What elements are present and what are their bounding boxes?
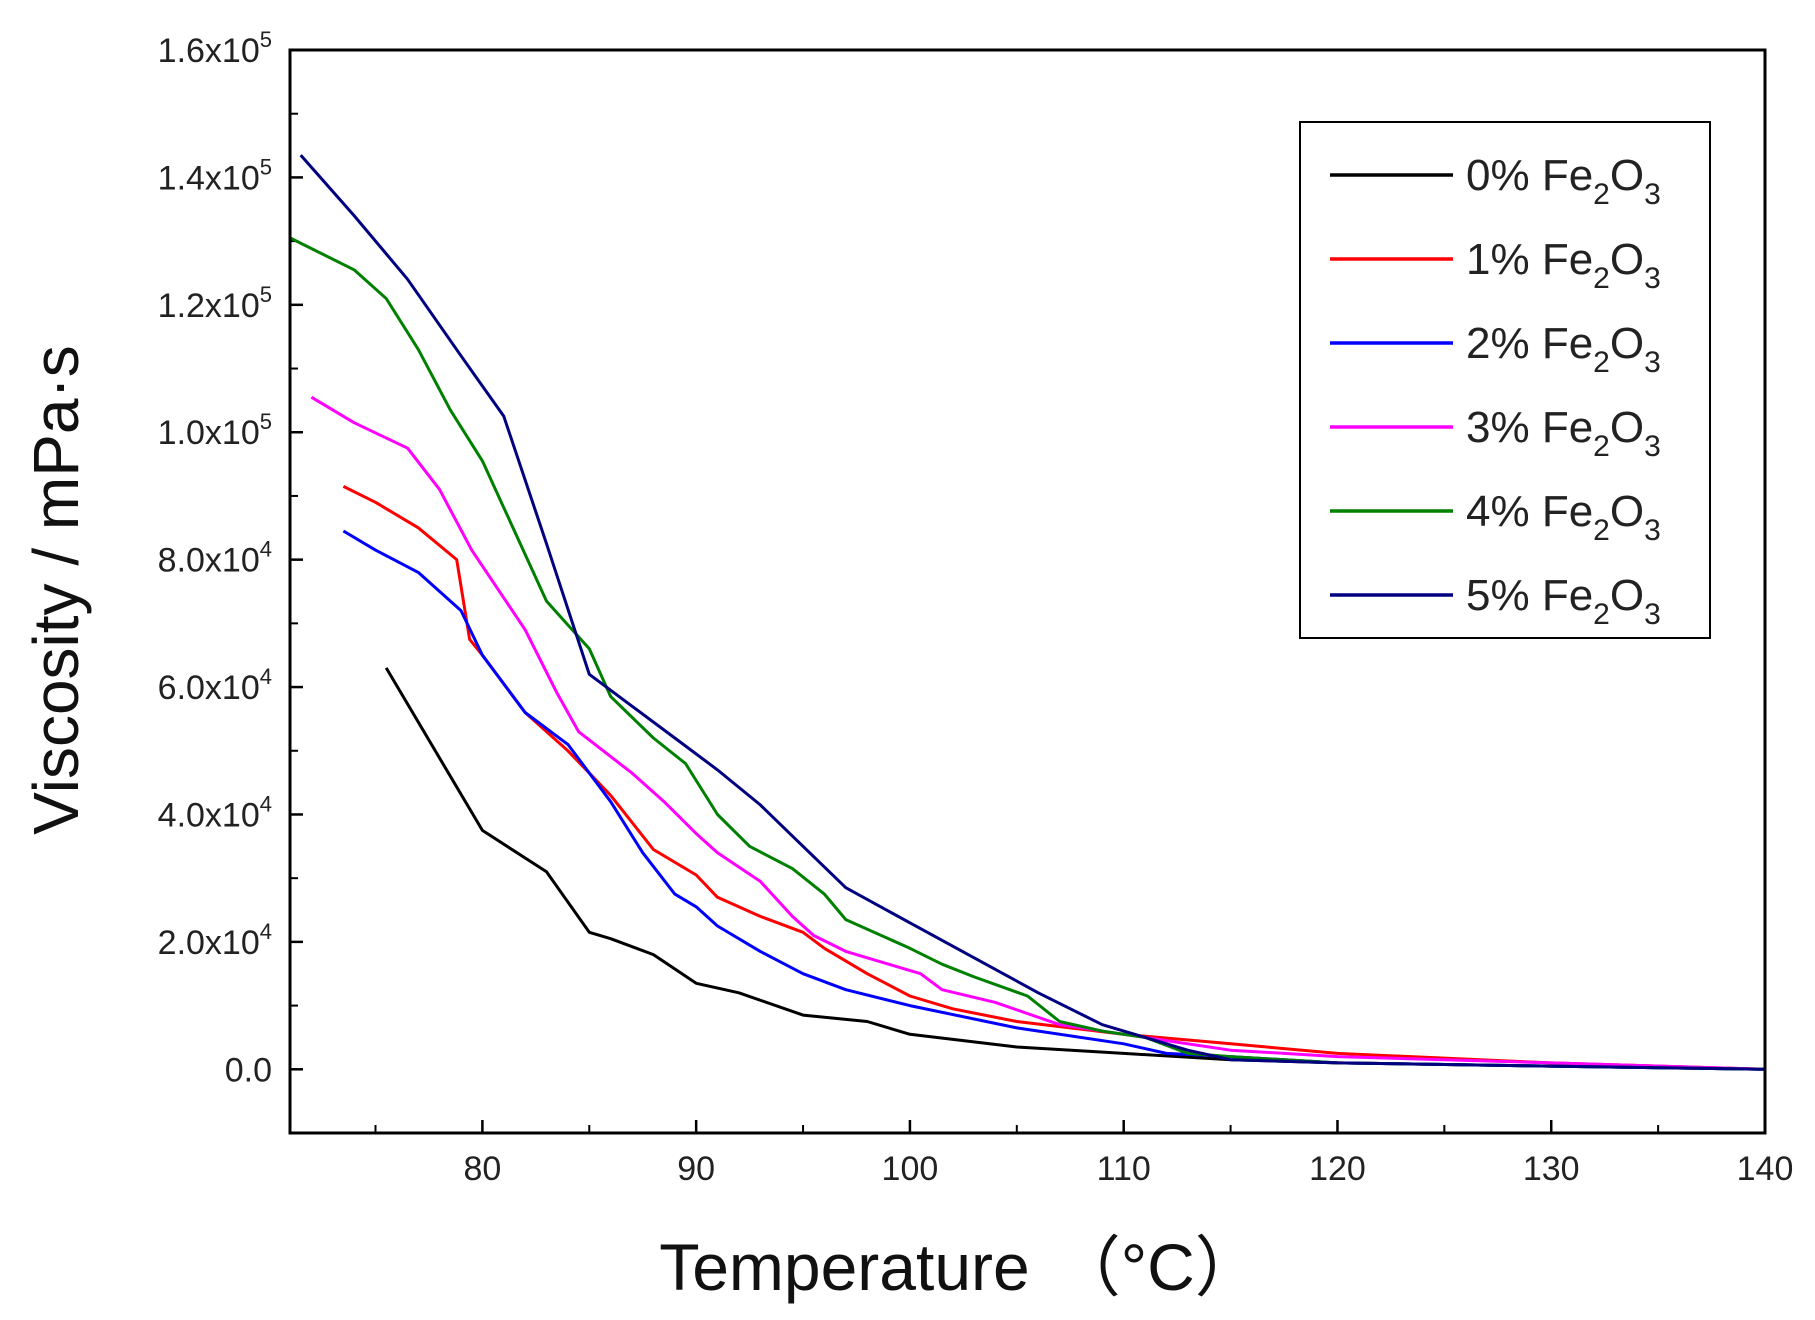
x-axis-ticks: 80 90 100 110 120 130 140	[374, 1120, 1794, 1188]
y-tick-label: 0.0	[225, 1051, 272, 1089]
y-tick-label: 4.0x104	[158, 791, 272, 834]
legend-label: 2% Fe2O3	[1466, 319, 1661, 379]
legend: 0% Fe2O3 1% Fe2O3 2% Fe2O3 3% Fe2O3 4% Fe2O3…	[1299, 121, 1711, 639]
series-lines	[289, 154, 1766, 1071]
x-tick-label: 110	[1097, 1150, 1151, 1188]
plot-frame	[288, 48, 1767, 1135]
y-axis-title: Viscosity / mPa·s	[20, 345, 92, 835]
y-tick-label: 1.4x105	[158, 154, 272, 197]
series-line-5pct	[299, 154, 1766, 1071]
x-tick-label: 80	[463, 1150, 501, 1188]
x-axis-title-text: Temperature	[659, 1230, 1030, 1304]
legend-label: 1% Fe2O3	[1466, 235, 1661, 295]
x-axis-unit: （°C）	[1055, 1230, 1261, 1304]
y-tick-label: 1.0x105	[158, 409, 272, 452]
y-tick-label: 1.6x105	[158, 27, 272, 70]
legend-label: 0% Fe2O3	[1466, 151, 1661, 211]
x-tick-label: 100	[882, 1150, 939, 1188]
y-tick-label: 2.0x104	[158, 919, 272, 962]
legend-label: 3% Fe2O3	[1466, 403, 1661, 463]
legend-box	[1299, 121, 1711, 639]
x-tick-label: 130	[1523, 1150, 1580, 1188]
legend-label: 5% Fe2O3	[1466, 571, 1661, 631]
y-tick-label: 1.2x105	[158, 282, 272, 325]
y-tick-label: 6.0x104	[158, 664, 272, 707]
series-line-4pct	[289, 236, 1766, 1071]
y-tick-label: 8.0x104	[158, 537, 272, 580]
x-tick-label: 120	[1309, 1150, 1366, 1188]
legend-label: 4% Fe2O3	[1466, 487, 1661, 547]
y-axis-ticks: 0.0 2.0x104 4.0x104 6.0x104 8.0x104 1.0x105 1.…	[158, 27, 303, 1089]
x-axis-title: Temperature （°C）	[659, 1230, 1261, 1304]
x-tick-label: 140	[1737, 1150, 1794, 1188]
x-tick-label: 90	[677, 1150, 715, 1188]
